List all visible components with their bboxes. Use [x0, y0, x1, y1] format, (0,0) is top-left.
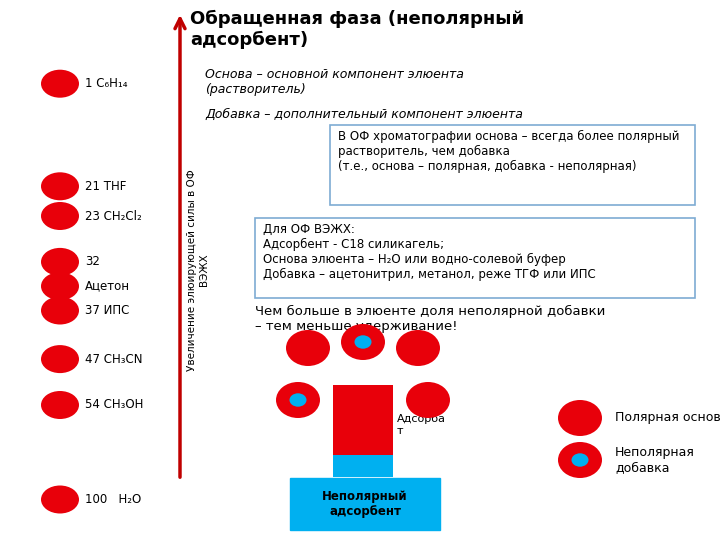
Ellipse shape [406, 382, 450, 418]
Ellipse shape [353, 334, 373, 350]
Ellipse shape [41, 202, 79, 230]
Text: Добавка – дополнительный компонент элюента: Добавка – дополнительный компонент элюен… [205, 108, 523, 121]
Ellipse shape [41, 345, 79, 373]
Bar [255, 218, 695, 298]
Ellipse shape [41, 172, 79, 200]
Text: 37 ИПС: 37 ИПС [85, 304, 130, 317]
Ellipse shape [41, 391, 79, 419]
Text: Ацетон: Ацетон [85, 280, 130, 293]
Bar [290, 478, 440, 530]
Text: 1 C₆H₁₄: 1 C₆H₁₄ [85, 77, 127, 90]
Ellipse shape [570, 452, 590, 468]
Text: 21 THF: 21 THF [85, 180, 127, 193]
Ellipse shape [41, 70, 79, 98]
Text: Чем больше в элюенте доля неполярной добавки
– тем меньше удерживание!: Чем больше в элюенте доля неполярной доб… [255, 305, 606, 333]
Bar [330, 125, 695, 205]
Text: Увеличение элюирующей силы в ОФ
ВЭЖХ: Увеличение элюирующей силы в ОФ ВЭЖХ [187, 169, 209, 371]
Bar [333, 455, 393, 477]
Text: 47 CH₃CN: 47 CH₃CN [85, 353, 143, 366]
Text: Адсорба
т: Адсорба т [397, 414, 446, 436]
Ellipse shape [41, 248, 79, 276]
Ellipse shape [341, 324, 385, 360]
Ellipse shape [558, 442, 602, 478]
Bar [333, 385, 393, 455]
Text: Полярная основа: Полярная основа [615, 411, 720, 424]
Ellipse shape [396, 330, 440, 366]
Text: Для ОФ ВЭЖХ:
Адсорбент - C18 силикагель;
Основа элюента – H₂O или водно-солевой : Для ОФ ВЭЖХ: Адсорбент - C18 силикагель;… [263, 223, 595, 281]
Text: 32: 32 [85, 255, 100, 268]
Ellipse shape [288, 392, 308, 408]
Ellipse shape [41, 485, 79, 514]
Text: Основа – основной компонент элюента
(растворитель): Основа – основной компонент элюента (рас… [205, 68, 464, 96]
Text: 54 CH₃OH: 54 CH₃OH [85, 399, 143, 411]
Ellipse shape [286, 330, 330, 366]
Text: 23 CH₂Cl₂: 23 CH₂Cl₂ [85, 210, 142, 222]
Ellipse shape [558, 400, 602, 436]
Text: Неполярный
адсорбент: Неполярный адсорбент [322, 490, 408, 518]
Text: Обращенная фаза (неполярный
адсорбент): Обращенная фаза (неполярный адсорбент) [190, 10, 524, 49]
Ellipse shape [41, 296, 79, 325]
Text: 100   H₂O: 100 H₂O [85, 493, 141, 506]
Text: В ОФ хроматографии основа – всегда более полярный
растворитель, чем добавка
(т.е: В ОФ хроматографии основа – всегда более… [338, 130, 680, 173]
Ellipse shape [276, 382, 320, 418]
Ellipse shape [41, 272, 79, 300]
Text: Неполярная
добавка: Неполярная добавка [615, 446, 695, 474]
